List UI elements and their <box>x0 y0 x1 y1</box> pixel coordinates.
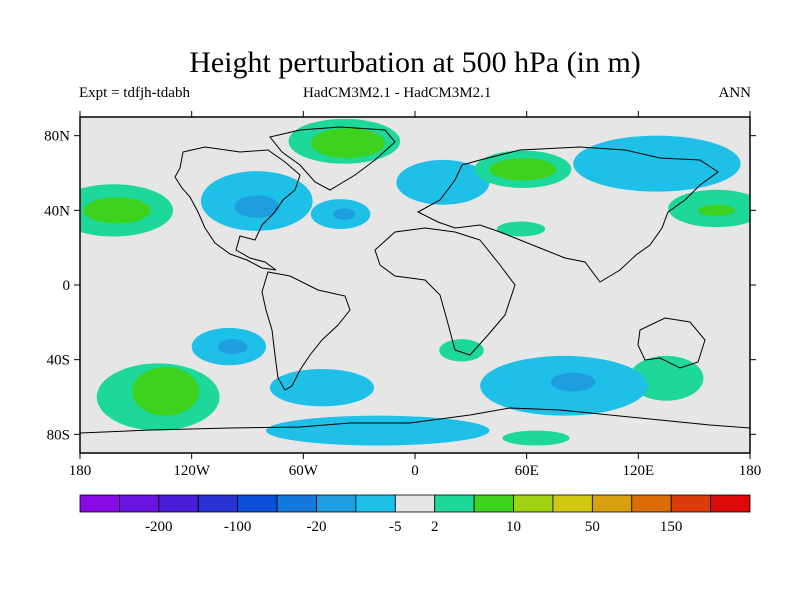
colorbar-box-0 <box>79 494 120 513</box>
contour-region-north-africa-positive <box>496 221 546 237</box>
contour-region-south-pacific-neg-core <box>217 339 248 355</box>
contour-region-australia-positive <box>629 355 704 401</box>
x-tick-label-5: 120E <box>622 463 654 479</box>
axis-ticks: 180 120W 60W 0 60E 120E 180 80N 40N 0 40S 80S <box>44 111 761 479</box>
season-label: ANN <box>718 85 752 101</box>
contour-region-north-atlantic-core <box>333 208 356 220</box>
contour-region-greenland-core <box>310 128 386 159</box>
colorbar-box-3 <box>197 494 239 513</box>
colorbar-label-3: -5 <box>389 519 402 535</box>
coast-greenland <box>269 126 396 191</box>
x-tick-label-0: 180 <box>69 463 92 479</box>
colorbar: -200 -100 -20 -5 2 10 50 150 <box>79 494 751 535</box>
contour-region-east-asia-negative <box>573 135 741 192</box>
colorbar-box-11 <box>513 494 554 513</box>
x-tick-label-2: 60W <box>289 463 319 479</box>
colorbar-box-8 <box>394 494 436 513</box>
colorbar-box-16 <box>710 494 751 513</box>
x-tick-label-1: 120W <box>173 463 211 479</box>
x-tick-label-3: 0 <box>411 463 419 479</box>
colorbar-box-5 <box>276 494 317 513</box>
contour-region-nw-pacific-core <box>697 204 736 216</box>
colorbar-box-10 <box>473 494 514 513</box>
contour-region-southern-ocean-core <box>550 372 596 392</box>
colorbar-box-2 <box>158 494 199 513</box>
colorbar-label-6: 50 <box>585 519 600 535</box>
colorbar-box-7 <box>355 494 396 513</box>
colorbar-label-7: 150 <box>660 519 683 535</box>
colorbar-box-1 <box>119 494 160 513</box>
x-tick-label-6: 180 <box>739 463 762 479</box>
colorbar-label-0: -200 <box>145 519 173 535</box>
colorbar-label-4: 2 <box>431 519 439 535</box>
colorbar-box-12 <box>552 494 593 513</box>
y-tick-label-4: 80S <box>47 427 70 443</box>
coast-north-america <box>174 146 301 271</box>
colorbar-label-5: 10 <box>506 519 521 535</box>
contour-region-antarctic-negative <box>266 415 490 446</box>
x-tick-label-4: 60E <box>515 463 539 479</box>
map-area <box>80 117 750 453</box>
colorbar-box-15 <box>670 494 711 513</box>
contour-region-antarctic-positive <box>502 430 570 446</box>
coast-australia <box>637 317 706 369</box>
coast-antarctica <box>80 407 750 434</box>
colorbar-box-14 <box>631 494 672 513</box>
colorbar-box-9 <box>434 494 475 513</box>
contour-region-south-atlantic-negative <box>269 369 375 407</box>
contour-regions <box>80 118 750 446</box>
y-tick-label-1: 40N <box>44 203 70 219</box>
y-tick-label-0: 80N <box>44 129 70 145</box>
coast-eurasia <box>416 146 719 283</box>
colorbar-box-6 <box>316 494 357 513</box>
experiment-label: Expt = tdfjh-tdabh <box>79 85 190 101</box>
y-tick-label-2: 0 <box>63 278 71 294</box>
contour-region-north-pacific-core <box>83 197 151 224</box>
contour-region-europe-negative <box>396 159 490 205</box>
map-title: Height perturbation at 500 hPa (in m) <box>189 46 641 79</box>
coastlines <box>80 126 750 434</box>
contour-region-north-america-core <box>234 195 280 218</box>
colorbar-label-1: -100 <box>224 519 252 535</box>
colorbar-box-13 <box>591 494 633 513</box>
contour-region-siberia-core <box>489 158 557 181</box>
y-tick-label-3: 40S <box>47 353 70 369</box>
contour-region-south-africa-positive <box>439 339 484 362</box>
model-label: HadCM3M2.1 - HadCM3M2.1 <box>303 85 492 101</box>
colorbar-box-4 <box>237 494 278 513</box>
coast-africa <box>374 227 516 356</box>
contour-region-south-pacific-core <box>132 367 200 416</box>
colorbar-label-2: -20 <box>306 519 326 535</box>
coast-south-america <box>261 271 351 391</box>
